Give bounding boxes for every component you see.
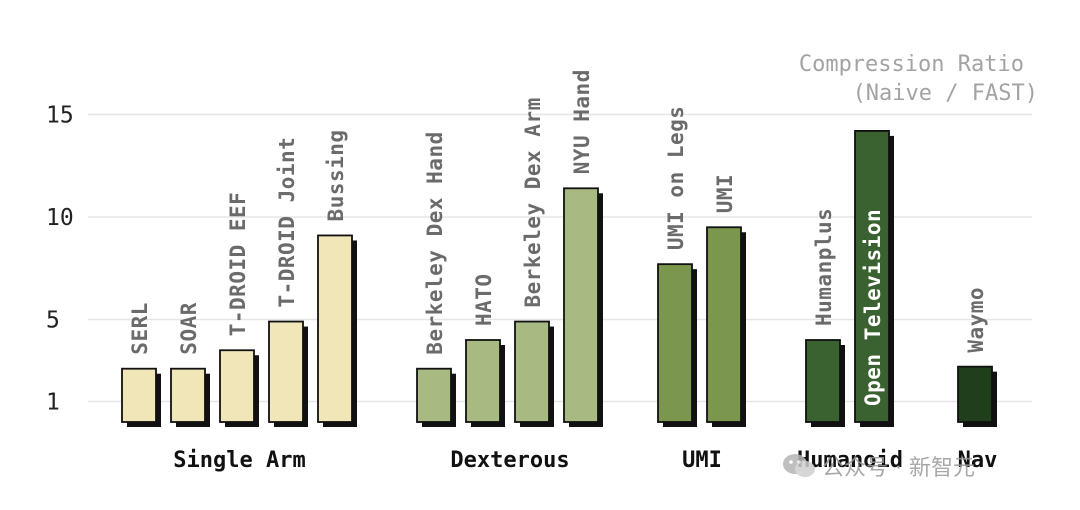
y-tick-label: 15	[46, 103, 74, 129]
bar-label: SERL	[128, 302, 152, 355]
legend-line-2: (Naive / FAST)	[853, 81, 1038, 106]
legend: Compression Ratio (Naive / FAST)	[799, 52, 1038, 106]
bar-label: SOAR	[177, 302, 201, 355]
group-label: UMI	[682, 448, 722, 473]
bar-label: Berkeley Dex Arm	[521, 97, 545, 307]
group-label: Nav	[958, 448, 998, 473]
legend-line-1: Compression Ratio	[799, 52, 1024, 77]
bar	[805, 339, 841, 423]
bar-label: Berkeley Dex Hand	[423, 131, 447, 354]
bar-label: T-DROID Joint	[275, 137, 299, 308]
bar-label: NYU Hand	[570, 69, 594, 174]
bar-label: Waymo	[964, 287, 988, 353]
y-tick-label: 1	[46, 390, 60, 416]
bar-label: UMI	[713, 174, 737, 213]
bar	[514, 320, 550, 423]
bar	[854, 129, 890, 423]
watermark: 公众号 · 新智元	[782, 446, 1052, 486]
bar	[121, 367, 157, 423]
bar-label: HATO	[472, 273, 496, 326]
bar	[219, 349, 255, 423]
bars	[121, 129, 997, 427]
group-label: Single Arm	[173, 448, 305, 473]
wechat-icon	[782, 452, 816, 480]
bar-label: T-DROID EEF	[226, 192, 250, 337]
bar-label: Open Television	[861, 209, 885, 406]
bar-labels: SERL SOAR T-DROID EEF T-DROID Joint Bussing B…	[128, 69, 988, 406]
bar	[957, 365, 993, 423]
bar	[465, 339, 501, 423]
bar	[317, 234, 353, 423]
y-tick-label: 5	[46, 308, 60, 334]
group-labels: Single Arm Dexterous UMI Humanoid Nav	[173, 448, 997, 473]
bar-label: UMI on Legs	[664, 106, 688, 251]
bar	[706, 226, 742, 423]
group-label: Dexterous	[450, 448, 569, 473]
bar	[657, 263, 693, 423]
bar-label: Humanplus	[812, 208, 836, 326]
y-tick-label: 10	[46, 205, 74, 231]
bar	[170, 367, 206, 423]
bar	[563, 187, 599, 423]
bar	[416, 367, 452, 423]
bar	[268, 320, 304, 423]
bar-label: Bussing	[324, 129, 348, 221]
watermark-text: 公众号 · 新智元	[822, 456, 975, 481]
